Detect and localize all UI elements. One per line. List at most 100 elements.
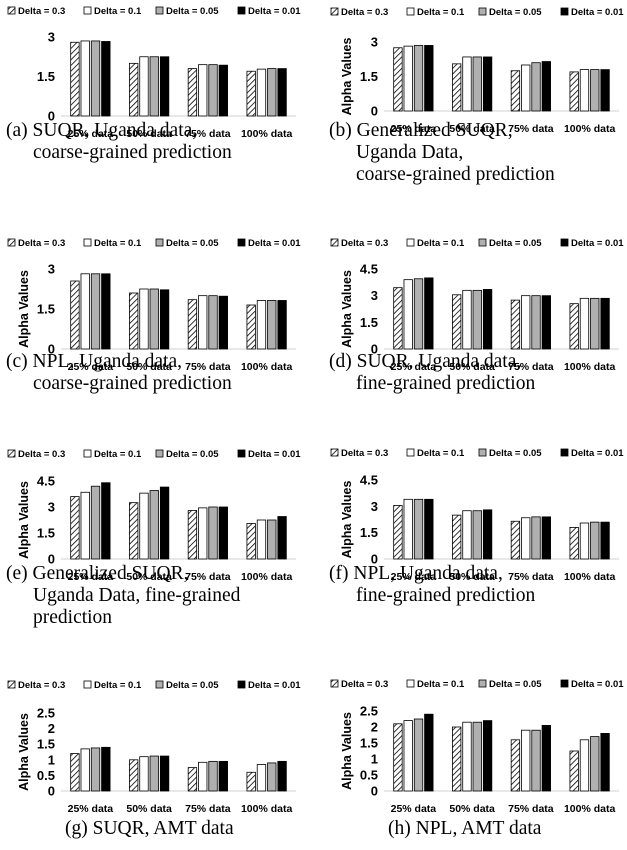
bar xyxy=(531,295,541,350)
category-label: 50% data xyxy=(126,361,172,373)
bar xyxy=(267,68,277,117)
bar xyxy=(482,509,493,560)
y-tick-label: 1.5 xyxy=(360,69,378,84)
caption-line: prediction xyxy=(33,607,112,628)
legend-swatch xyxy=(7,449,16,458)
y-tick-label: 3 xyxy=(371,288,378,303)
legend-label: Delta = 0.05 xyxy=(489,238,542,249)
y-tick-label: 0.5 xyxy=(37,768,55,783)
bar xyxy=(139,288,149,350)
bar xyxy=(579,739,590,792)
caption-line: (h) NPL, AMT data xyxy=(388,818,542,839)
bar xyxy=(510,520,521,560)
bar xyxy=(462,56,472,112)
bar xyxy=(149,490,159,560)
legend-swatch xyxy=(560,238,569,247)
y-tick-label: 1.5 xyxy=(37,302,55,317)
legend-swatch xyxy=(560,448,569,457)
bar xyxy=(452,63,462,112)
category-label: 25% data xyxy=(391,123,437,135)
bar xyxy=(600,733,610,792)
bar xyxy=(101,746,111,792)
caption-line: (c) NPL, Uganda data, xyxy=(6,351,182,372)
legend-label: Delta = 0.05 xyxy=(166,449,219,460)
bar xyxy=(403,45,413,112)
category-label: 75% data xyxy=(508,123,554,135)
bar xyxy=(393,287,403,350)
bar xyxy=(569,527,579,560)
bar xyxy=(393,47,403,112)
bar xyxy=(510,70,521,112)
category-label: 25% data xyxy=(68,571,114,583)
caption-line: fine-grained prediction xyxy=(356,373,535,394)
category-label: 25% data xyxy=(391,571,437,583)
bar xyxy=(531,729,541,792)
legend-swatch xyxy=(237,6,246,15)
caption-line: (d) SUQR, Uganda data, xyxy=(329,351,521,372)
bar xyxy=(521,729,531,792)
bar xyxy=(149,56,159,117)
category-label: 100% data xyxy=(564,361,616,373)
chart-panel: Delta = 0.3 Delta = 0.1 Delta = 0.05 Delta … xyxy=(6,449,301,628)
bar xyxy=(393,505,403,560)
bar xyxy=(472,510,482,560)
caption-line: Uganda Data, fine-grained xyxy=(33,585,241,606)
bar xyxy=(600,297,610,350)
chart-panel: Delta = 0.3 Delta = 0.1 Delta = 0.05 Delta … xyxy=(6,6,301,163)
bar xyxy=(482,56,493,112)
y-axis-label: Alpha Values xyxy=(17,481,31,559)
bar xyxy=(590,736,600,792)
legend-label: Delta = 0.01 xyxy=(248,680,301,691)
category-label: 50% data xyxy=(449,361,495,373)
bar xyxy=(541,725,551,792)
bar xyxy=(521,295,531,350)
y-tick-label: 3 xyxy=(371,35,378,50)
legend-swatch xyxy=(7,6,16,15)
bar xyxy=(462,510,472,560)
legend-swatch xyxy=(560,7,569,16)
bar xyxy=(208,506,218,560)
bar xyxy=(569,71,579,112)
y-axis-label: Alpha Values xyxy=(17,713,31,791)
bar xyxy=(246,771,256,792)
bar xyxy=(80,491,90,560)
legend-label: Delta = 0.05 xyxy=(166,680,219,691)
legend-swatch xyxy=(83,6,92,15)
legend-label: Delta = 0.01 xyxy=(248,449,301,460)
bar xyxy=(149,755,159,792)
legend-swatch xyxy=(155,238,164,247)
category-label: 25% data xyxy=(391,803,437,815)
legend-label: Delta = 0.01 xyxy=(248,6,301,17)
bar xyxy=(149,288,159,350)
legend-label: Delta = 0.3 xyxy=(18,238,65,249)
legend-label: Delta = 0.3 xyxy=(341,238,388,249)
category-label: 75% data xyxy=(508,361,554,373)
legend-swatch xyxy=(478,238,487,247)
bar xyxy=(246,70,256,117)
bar xyxy=(129,502,139,560)
legend-label: Delta = 0.3 xyxy=(341,679,388,690)
bar xyxy=(541,516,551,560)
legend-swatch xyxy=(406,7,415,16)
bar xyxy=(267,762,277,792)
y-tick-label: 4.5 xyxy=(360,262,378,277)
y-tick-label: 1.5 xyxy=(360,736,378,751)
legend-label: Delta = 0.05 xyxy=(166,6,219,17)
bar xyxy=(256,300,267,350)
bar xyxy=(482,720,493,792)
bar xyxy=(129,62,139,117)
y-tick-label: 0 xyxy=(48,552,55,567)
bar xyxy=(187,510,198,560)
legend-label: Delta = 0.1 xyxy=(94,449,142,460)
bar xyxy=(413,278,424,350)
bar xyxy=(424,713,434,792)
legend-label: Delta = 0.1 xyxy=(94,680,142,691)
y-axis-label: Alpha Values xyxy=(340,38,354,116)
y-axis-label: Alpha Values xyxy=(340,270,354,348)
category-label: 25% data xyxy=(68,128,114,140)
bar xyxy=(424,45,434,112)
legend-label: Delta = 0.3 xyxy=(341,448,388,459)
legend-swatch xyxy=(155,680,164,689)
bar xyxy=(198,64,208,117)
legend-swatch xyxy=(83,449,92,458)
